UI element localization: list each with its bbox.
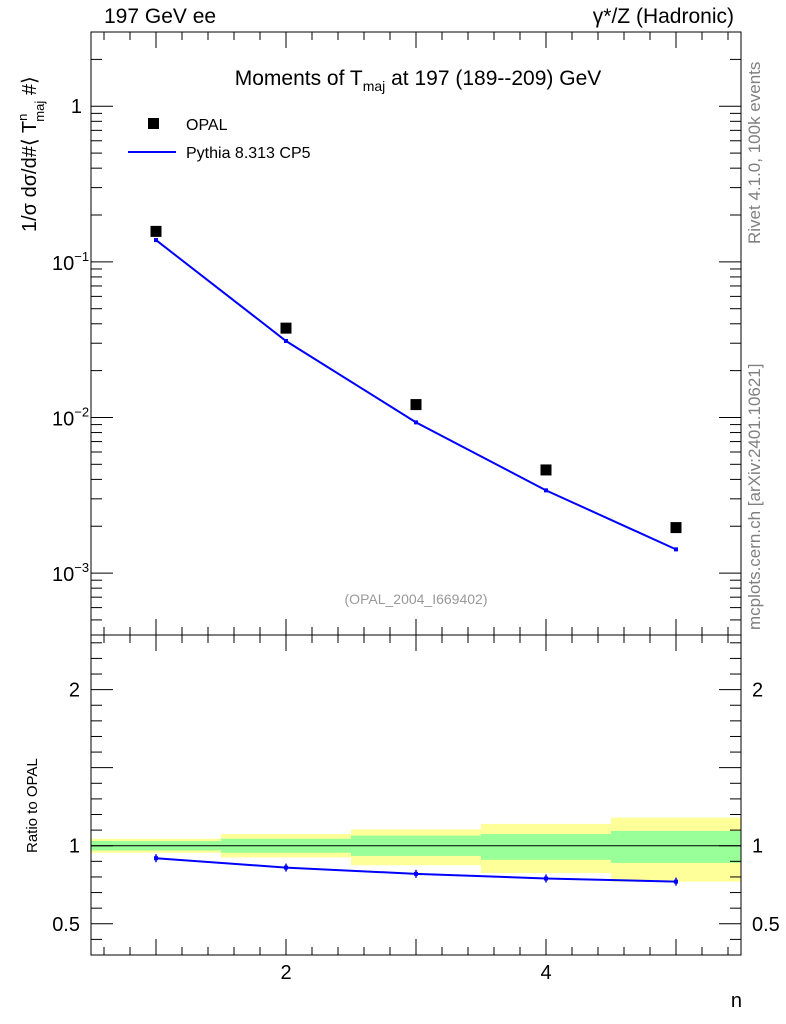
y-tick-exponent: −2 xyxy=(74,404,89,419)
opal-data-point xyxy=(670,522,682,534)
pythia-point xyxy=(154,238,158,243)
ratio-y-tick-label-left: 0.5 xyxy=(52,914,80,936)
main-y-tick-label: 10−1 xyxy=(52,249,89,275)
legend-pythia-label: Pythia 8.313 CP5 xyxy=(186,145,311,162)
ratio-band-green xyxy=(611,830,741,863)
main-plot-title: Moments of Tmaj at 197 (189--209) GeV xyxy=(235,67,602,94)
rivet-version-label: Rivet 4.1.0, 100k events xyxy=(745,61,764,244)
axis-ticks xyxy=(91,31,741,955)
pythia-point xyxy=(674,547,678,552)
ratio-y-tick-label-left: 1 xyxy=(69,836,80,858)
x-tick-label: 4 xyxy=(540,962,551,984)
pythia-line xyxy=(155,239,677,551)
pythia-point xyxy=(544,488,548,493)
ratio-plot-frame xyxy=(90,634,742,956)
ratio-y-tick-label-right: 1 xyxy=(752,836,763,858)
y-tick-exponent: −1 xyxy=(74,249,89,264)
opal-data-point xyxy=(280,322,292,334)
tick-labels: 110−110−210−30.5 0.51 12 22 4 xyxy=(52,96,780,984)
y-tick-exponent: −3 xyxy=(74,560,89,575)
x-tick-label: 2 xyxy=(280,962,291,984)
ratio-y-tick-label-right: 0.5 xyxy=(752,914,780,936)
opal-data-point xyxy=(410,399,422,411)
main-y-tick-label: 10−2 xyxy=(52,404,89,430)
y-tick-base: 10 xyxy=(52,564,74,586)
ratio-y-axis-label: Ratio to OPAL xyxy=(24,758,41,853)
pythia-point xyxy=(414,420,418,425)
legend-opal-marker xyxy=(148,118,159,129)
series-layer xyxy=(150,225,682,886)
main-y-tick-label: 10−3 xyxy=(52,560,89,586)
ratio-band-green xyxy=(481,834,611,860)
pythia-point xyxy=(284,339,288,344)
process-label: γ*/Z (Hadronic) xyxy=(592,5,734,28)
ratio-bands xyxy=(91,817,741,882)
ratio-y-tick-label-left: 2 xyxy=(69,680,80,702)
opal-data-point xyxy=(150,225,162,237)
analysis-watermark: (OPAL_2004_I669402) xyxy=(345,591,488,607)
x-axis-label: n xyxy=(731,990,742,1012)
mcplots-label: mcplots.cern.ch [arXiv:2401.10621] xyxy=(745,363,764,630)
ratio-y-tick-label-right: 2 xyxy=(752,680,763,702)
opal-data-point xyxy=(540,464,552,476)
legend-opal-label: OPAL xyxy=(186,117,228,134)
main-y-tick-label: 1 xyxy=(71,96,82,118)
y-tick-base: 10 xyxy=(52,253,74,275)
y-tick-base: 10 xyxy=(52,408,74,430)
energy-label: 197 GeV ee xyxy=(104,5,217,28)
main-y-axis-label: 1/σ dσ/d#⟨ Tn maj #⟩ xyxy=(15,76,47,232)
